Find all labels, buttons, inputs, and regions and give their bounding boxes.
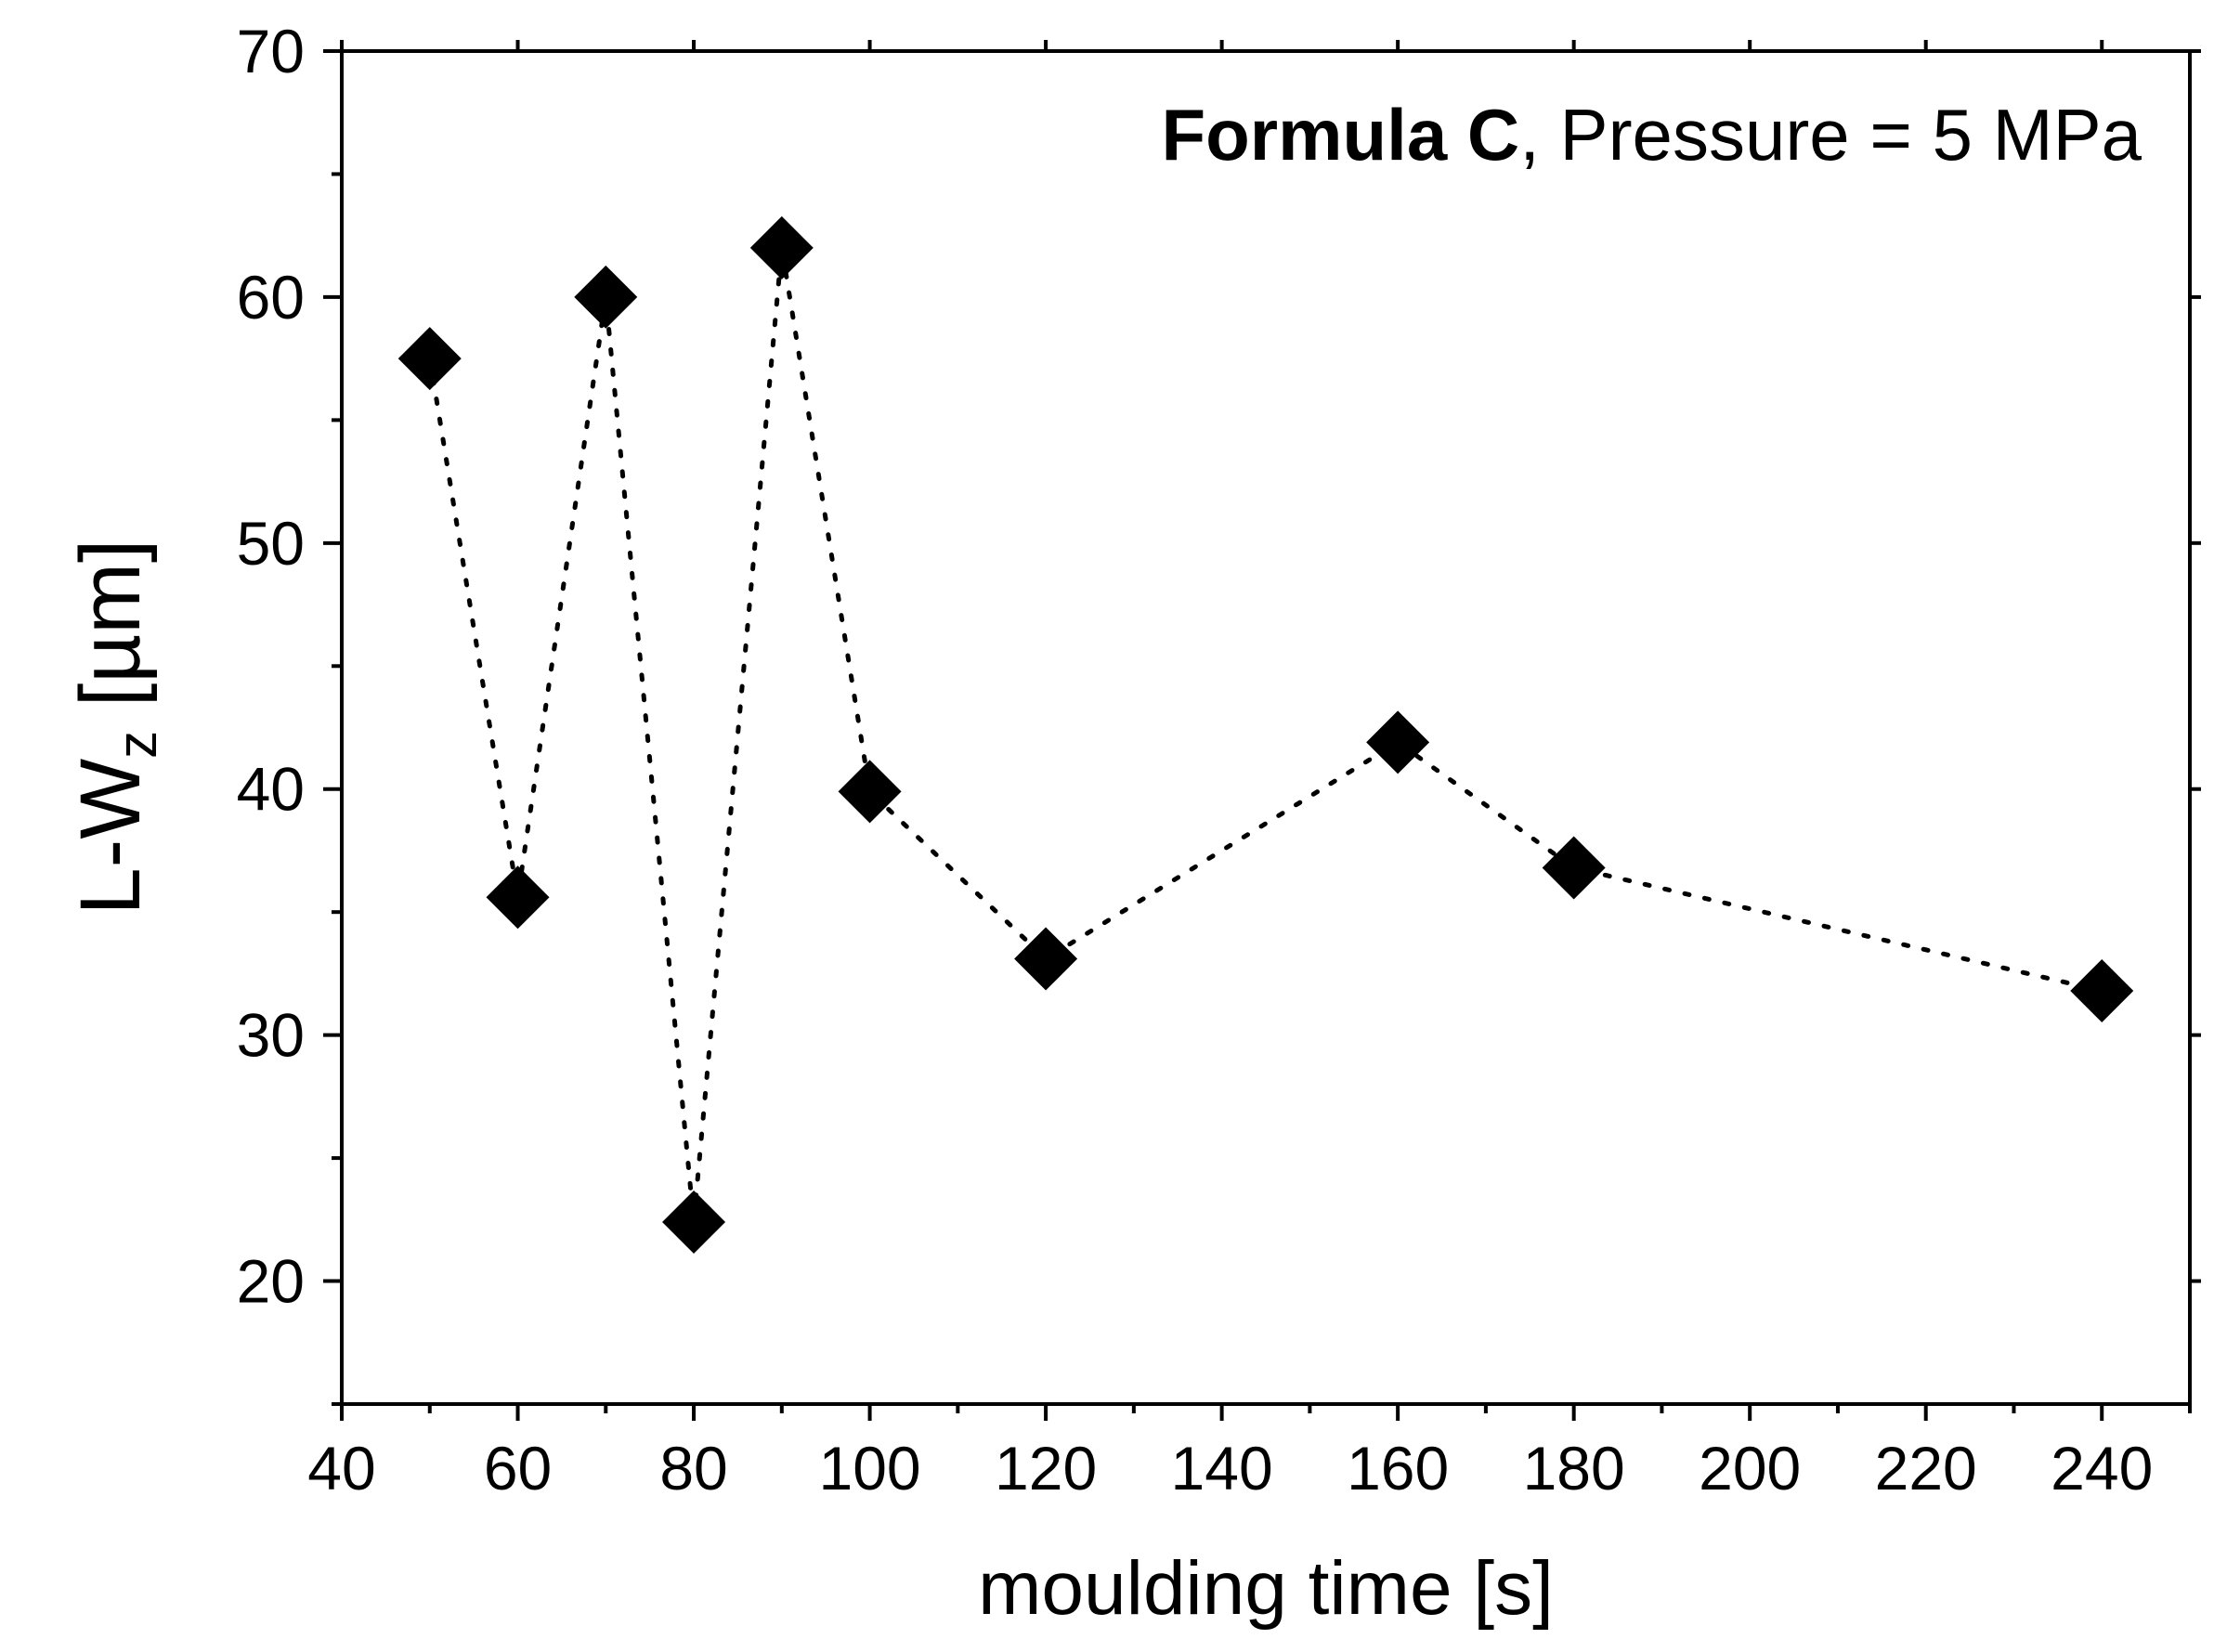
data-point-90 xyxy=(749,215,814,280)
chart-annotation: Formula C, Pressure = 5 MPa xyxy=(1162,94,2142,176)
x-axis-title: moulding time [s] xyxy=(978,1546,1554,1631)
annotation-bold: Formula C xyxy=(1162,94,1520,176)
y-axis-title-unit: [µm] xyxy=(63,540,158,731)
x-tick-label-220: 220 xyxy=(1875,1434,1977,1502)
x-tick-label-240: 240 xyxy=(2051,1434,2153,1502)
data-point-120 xyxy=(1014,927,1078,991)
data-point-180 xyxy=(1542,836,1606,900)
major-ticks xyxy=(323,40,2201,1421)
plot-frame xyxy=(340,49,2192,1406)
y-tick-label-40: 40 xyxy=(237,755,305,824)
x-tick-label-140: 140 xyxy=(1171,1434,1273,1502)
x-tick-label-60: 60 xyxy=(484,1434,552,1502)
y-tick-labels: 20 30 40 50 60 70 xyxy=(237,17,305,1316)
series-line xyxy=(427,247,2104,1223)
x-tick-label-100: 100 xyxy=(819,1434,921,1502)
y-axis-title: L-Wz [µm] xyxy=(63,540,168,916)
data-point-70 xyxy=(574,265,638,329)
x-tick-label-40: 40 xyxy=(307,1434,375,1502)
x-tick-label-80: 80 xyxy=(659,1434,727,1502)
y-tick-label-50: 50 xyxy=(237,509,305,578)
data-point-160 xyxy=(1366,710,1430,774)
data-point-100 xyxy=(838,760,902,824)
x-tick-label-160: 160 xyxy=(1347,1434,1449,1502)
minor-ticks xyxy=(332,172,2192,1413)
x-tick-label-120: 120 xyxy=(995,1434,1097,1502)
x-tick-label-200: 200 xyxy=(1699,1434,1801,1502)
data-point-240 xyxy=(2070,958,2134,1022)
y-tick-label-30: 30 xyxy=(237,1001,305,1070)
y-tick-label-70: 70 xyxy=(237,17,305,85)
data-point-60 xyxy=(486,865,550,930)
data-point-80 xyxy=(662,1190,726,1254)
annotation-rest: , Pressure = 5 MPa xyxy=(1519,94,2142,176)
y-tick-label-60: 60 xyxy=(237,263,305,332)
y-tick-label-20: 20 xyxy=(237,1247,305,1316)
x-tick-labels: 40 60 80 100 120 140 160 180 200 220 240 xyxy=(307,1434,2153,1502)
y-axis-title-subscript: z xyxy=(106,731,168,759)
series-markers xyxy=(397,215,2134,1254)
data-point-50 xyxy=(397,327,462,391)
x-tick-label-180: 180 xyxy=(1523,1434,1625,1502)
y-axis-title-main: L-W xyxy=(63,759,158,916)
